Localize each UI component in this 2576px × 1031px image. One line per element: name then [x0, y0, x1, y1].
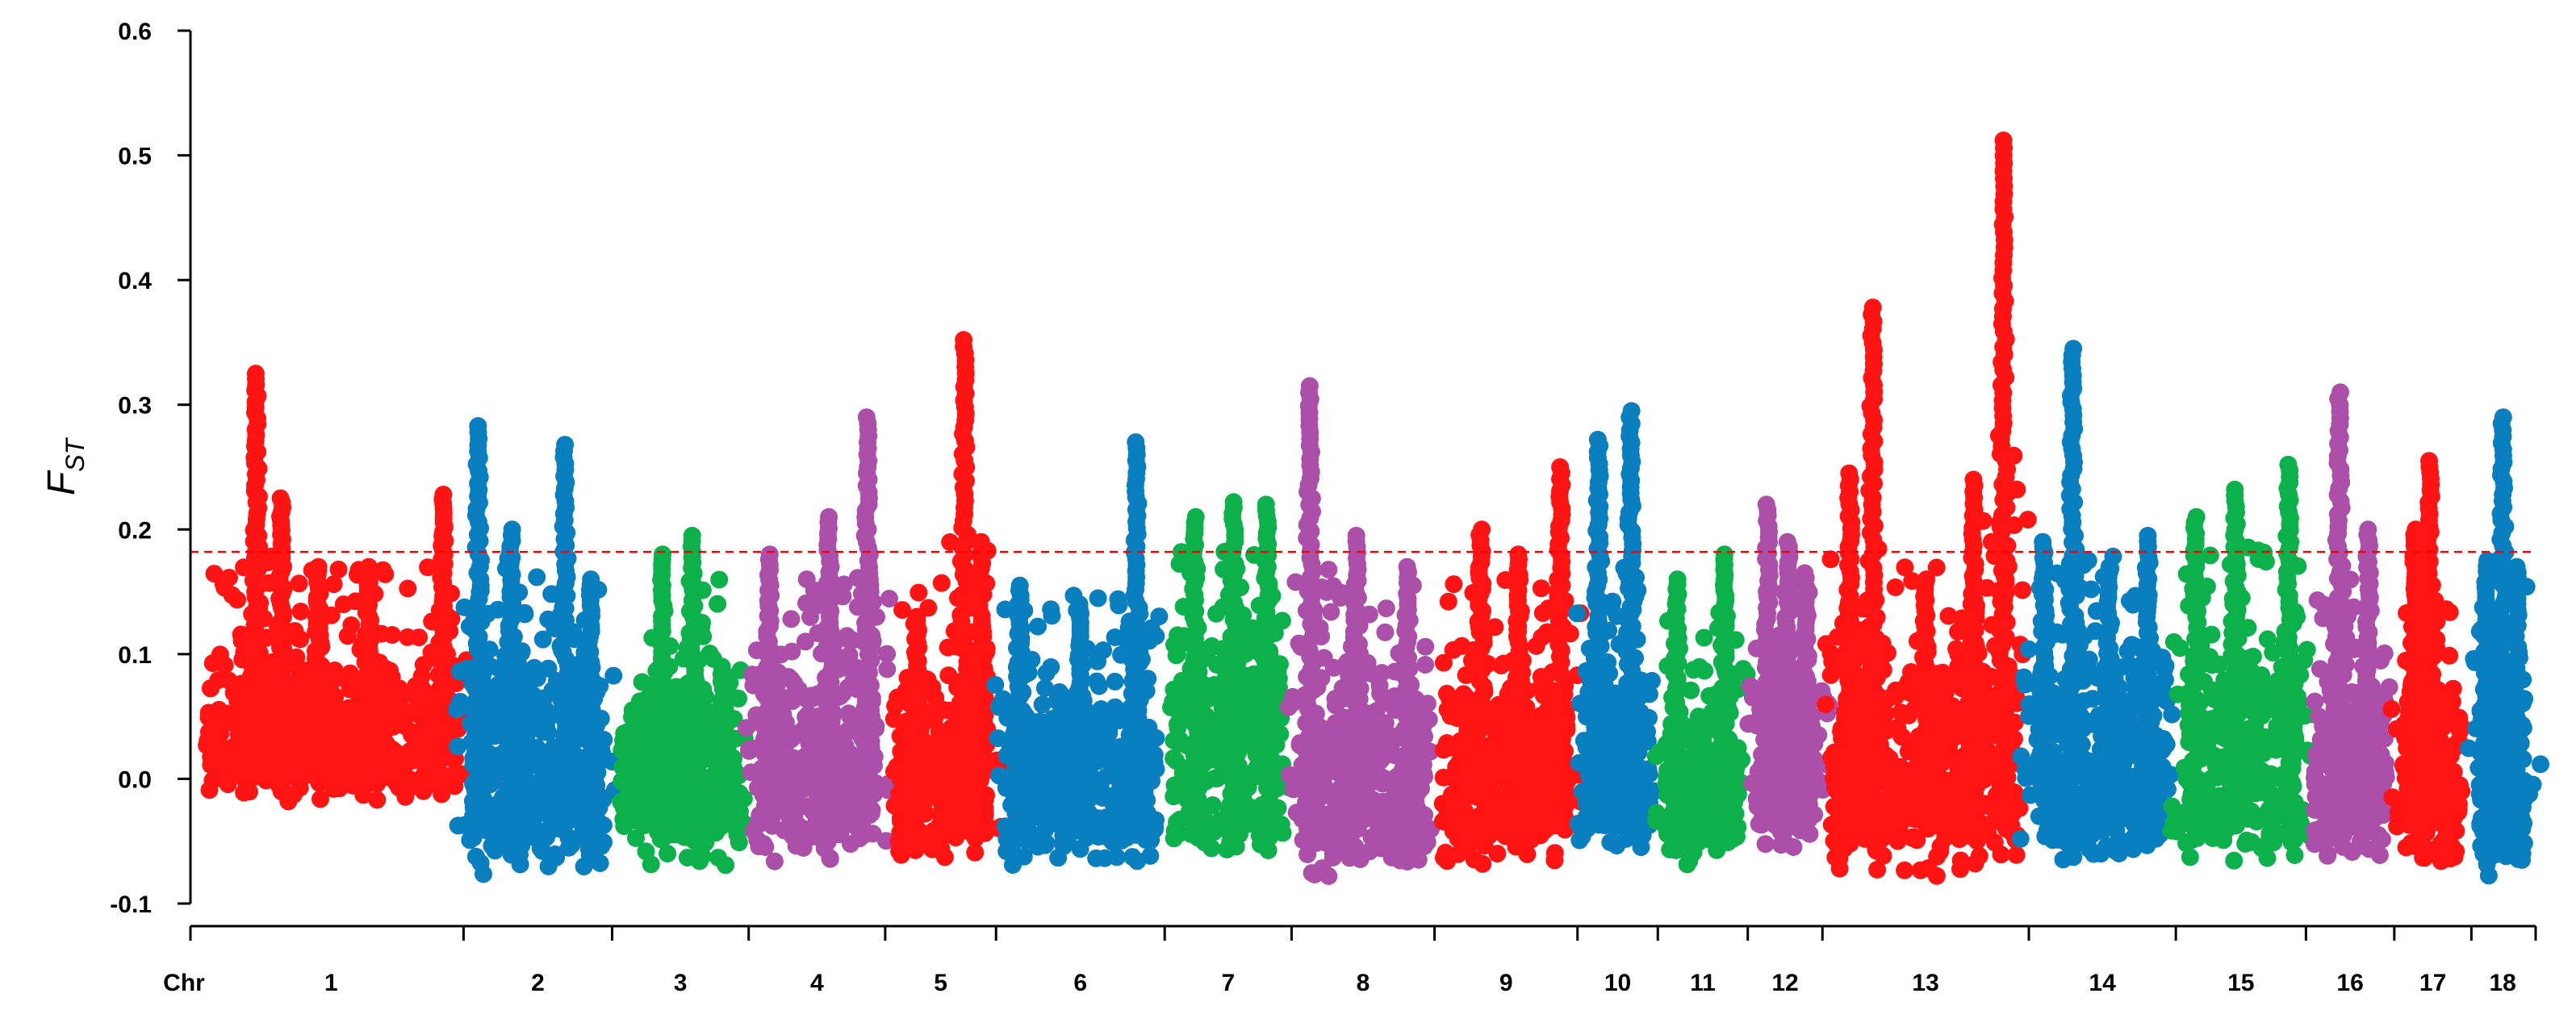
chromosome-label-6: 6	[1073, 970, 1087, 996]
chromosome-8-points	[1280, 378, 1440, 886]
y-axis-label-main: F	[40, 470, 83, 495]
chromosome-13-points	[1817, 131, 2037, 885]
chromosome-label-13: 13	[1912, 970, 1938, 996]
chromosome-3-points	[612, 527, 754, 874]
chromosome-label-8: 8	[1357, 970, 1370, 996]
chromosome-label-15: 15	[2227, 970, 2254, 996]
chromosome-10-points	[1568, 402, 1663, 856]
chromosome-label-3: 3	[674, 970, 688, 996]
y-tick-label: 0.5	[118, 144, 152, 170]
y-tick-label: 0.4	[118, 268, 152, 294]
chromosome-label-11: 11	[1690, 970, 1716, 996]
chromosome-11-points	[1647, 545, 1755, 873]
chromosome-label-9: 9	[1499, 970, 1513, 996]
y-ticks: -0.1 0.0 0.1 0.2 0.3 0.4 0.5 0.6	[110, 19, 190, 918]
chromosome-17-points	[2382, 452, 2470, 870]
chromosome-label-7: 7	[1221, 970, 1235, 996]
chromosome-5-points	[885, 331, 1014, 866]
chromosome-label-5: 5	[934, 970, 947, 996]
chromosome-label-18: 18	[2490, 970, 2516, 996]
chromosome-label-4: 4	[810, 970, 824, 996]
y-tick-label: 0.6	[118, 19, 152, 45]
chromosome-label-14: 14	[2089, 970, 2116, 996]
x-axis-label: Chr	[163, 970, 205, 996]
chromosome-label-17: 17	[2419, 970, 2446, 996]
chromosome-14-points	[2012, 340, 2181, 868]
chromosome-18-points	[2460, 408, 2549, 884]
chromosome-4-points	[738, 408, 898, 870]
y-axis-label: FST	[40, 436, 90, 495]
chromosome-label-16: 16	[2336, 970, 2363, 996]
y-axis-label-subscript: ST	[61, 436, 90, 471]
chromosome-9-points	[1434, 458, 1590, 873]
y-tick-label: 0.2	[118, 517, 152, 544]
chromosome-1-points	[198, 365, 476, 810]
chromosome-label-1: 1	[324, 970, 338, 996]
data-points	[198, 131, 2549, 885]
y-tick-label: 0.1	[118, 642, 152, 669]
chromosome-label-12: 12	[1771, 970, 1798, 996]
chromosome-15-points	[2163, 456, 2322, 870]
y-tick-label: 0.0	[118, 766, 152, 793]
chromosome-7-points	[1162, 493, 1298, 859]
y-tick-label: -0.1	[110, 891, 152, 918]
chromosome-6-points	[986, 433, 1168, 874]
chromosome-label-10: 10	[1604, 970, 1631, 996]
chromosome-label-2: 2	[531, 970, 545, 996]
chromosome-2-points	[448, 417, 624, 883]
y-tick-label: 0.3	[118, 393, 152, 419]
chromosome-16-points	[2306, 383, 2398, 865]
